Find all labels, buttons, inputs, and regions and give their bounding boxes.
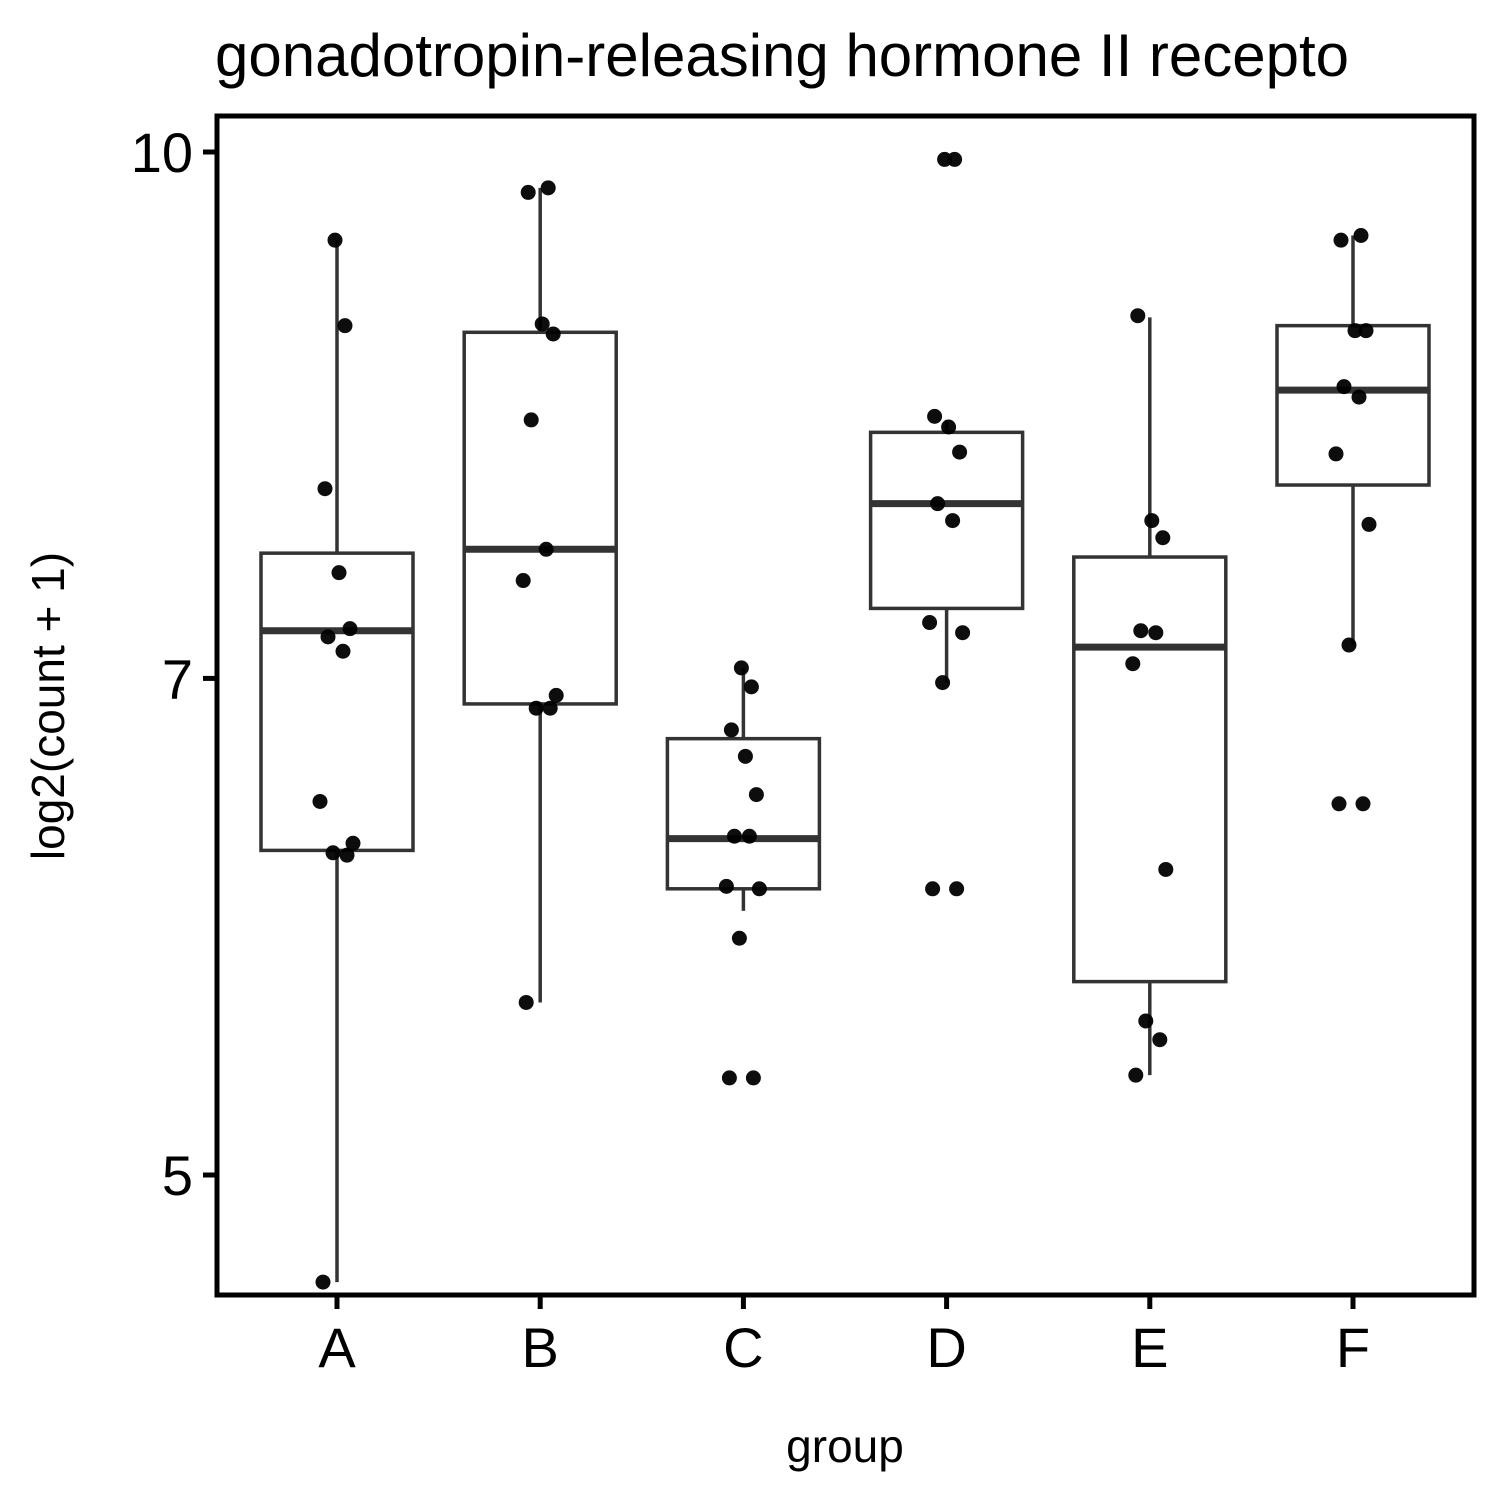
data-point-A-2: [325, 845, 341, 861]
data-point-C-3: [751, 881, 767, 897]
data-point-D-6: [930, 496, 946, 512]
x-tick-label-E: E: [1131, 1316, 1168, 1379]
data-point-A-5: [335, 643, 351, 659]
data-point-C-10: [743, 679, 759, 695]
data-point-A-1: [339, 847, 355, 863]
box-body-B: [462, 330, 618, 706]
box-body-A: [259, 551, 415, 853]
data-point-D-4: [922, 615, 938, 631]
data-point-B-3: [548, 687, 564, 703]
y-axis-title: log2(count + 1): [22, 552, 74, 860]
data-point-B-7: [545, 326, 561, 342]
data-point-E-4: [1125, 656, 1141, 672]
data-point-B-8: [534, 316, 550, 332]
data-point-C-4: [718, 878, 734, 894]
data-point-A-0: [315, 1274, 331, 1290]
data-point-A-4: [312, 793, 328, 809]
data-point-C-5: [741, 828, 757, 844]
y-tick-label-7: 7: [162, 647, 193, 710]
data-point-E-2: [1138, 1013, 1154, 1029]
data-point-D-3: [955, 625, 971, 641]
x-axis: A B C D E F: [318, 1295, 1370, 1379]
data-point-F-7: [1358, 323, 1374, 339]
data-point-B-10: [540, 180, 556, 196]
data-point-C-0: [721, 1070, 737, 1086]
x-tick-label-F: F: [1336, 1316, 1370, 1379]
x-tick-label-A: A: [318, 1316, 356, 1379]
y-axis: 5 7 10: [131, 121, 217, 1207]
data-point-E-6: [1133, 623, 1149, 639]
chart-title: gonadotropin-releasing hormone II recept…: [215, 22, 1349, 89]
points-layer: [312, 151, 1377, 1290]
data-point-C-8: [737, 748, 753, 764]
data-point-E-9: [1130, 308, 1146, 324]
data-point-E-1: [1152, 1032, 1168, 1048]
x-tick-label-B: B: [522, 1316, 559, 1379]
data-point-F-5: [1351, 389, 1367, 405]
data-point-C-6: [726, 828, 742, 844]
x-tick-label-D: D: [926, 1316, 966, 1379]
box-F: [1275, 235, 1431, 646]
boxes-layer: [259, 187, 1431, 1283]
data-point-F-9: [1333, 232, 1349, 248]
data-point-D-8: [941, 419, 957, 435]
data-point-D-11: [937, 151, 953, 167]
box-D: [868, 419, 1025, 683]
data-point-D-0: [925, 881, 941, 897]
data-point-E-5: [1148, 625, 1164, 641]
data-point-E-3: [1158, 861, 1174, 877]
box-body-E: [1072, 555, 1228, 984]
data-point-F-2: [1341, 637, 1357, 653]
data-point-F-0: [1331, 796, 1347, 812]
box-body-C: [665, 736, 822, 891]
data-point-A-11: [327, 232, 343, 248]
box-C: [665, 667, 822, 911]
data-point-F-10: [1353, 227, 1369, 243]
box-B: [462, 187, 618, 1003]
data-point-A-10: [337, 318, 353, 334]
data-point-D-2: [935, 675, 951, 691]
data-point-D-1: [949, 881, 965, 897]
data-point-C-2: [731, 930, 747, 946]
y-tick-label-5: 5: [162, 1144, 193, 1207]
data-point-A-7: [342, 621, 358, 637]
box-E: [1072, 317, 1228, 1076]
data-point-C-1: [745, 1070, 761, 1086]
data-point-E-0: [1128, 1067, 1144, 1083]
data-point-B-6: [523, 412, 539, 428]
data-point-B-0: [518, 994, 534, 1010]
x-axis-title: group: [786, 1420, 904, 1472]
box-body-F: [1275, 323, 1431, 487]
data-point-A-8: [331, 565, 347, 581]
data-point-D-7: [952, 444, 968, 460]
data-point-C-9: [723, 722, 739, 738]
data-point-D-5: [945, 513, 961, 529]
y-tick-label-10: 10: [131, 121, 193, 184]
data-point-A-9: [317, 481, 333, 497]
data-point-E-7: [1155, 530, 1171, 546]
data-point-B-5: [538, 541, 554, 557]
x-tick-label-C: C: [723, 1316, 763, 1379]
data-point-F-3: [1361, 516, 1377, 532]
data-point-B-4: [515, 573, 531, 589]
data-point-B-9: [520, 184, 536, 200]
box-A: [259, 240, 415, 1283]
data-point-F-6: [1336, 379, 1352, 395]
panel-border: [214, 113, 1477, 1298]
data-point-F-1: [1355, 796, 1371, 812]
data-point-E-8: [1144, 513, 1160, 529]
data-point-C-11: [733, 660, 749, 676]
data-point-A-6: [320, 629, 336, 645]
data-point-D-9: [927, 408, 943, 424]
data-point-C-7: [748, 787, 764, 803]
data-point-B-2: [528, 700, 544, 716]
data-point-F-8: [1347, 323, 1363, 339]
data-point-B-1: [542, 700, 558, 716]
data-point-A-3: [345, 835, 361, 851]
data-point-F-4: [1328, 446, 1344, 462]
